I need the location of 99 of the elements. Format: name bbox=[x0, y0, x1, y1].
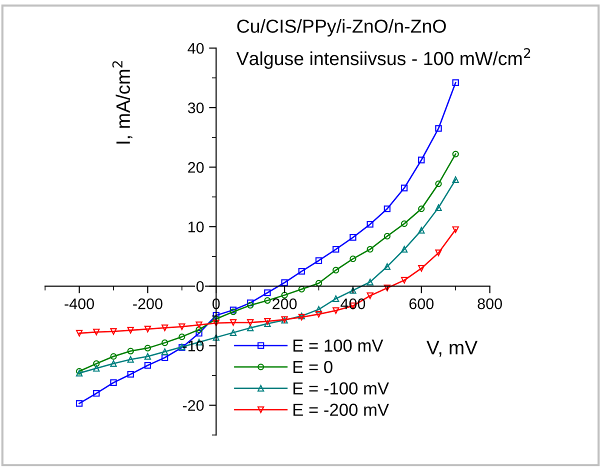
point bbox=[264, 318, 271, 325]
point bbox=[161, 354, 168, 361]
point bbox=[452, 79, 459, 86]
point bbox=[400, 276, 408, 284]
point bbox=[264, 320, 271, 328]
point bbox=[196, 330, 202, 337]
point bbox=[127, 356, 134, 363]
point bbox=[418, 205, 425, 212]
point bbox=[178, 333, 186, 340]
point bbox=[452, 226, 459, 233]
point bbox=[418, 265, 425, 272]
y-tick-label: 20 bbox=[188, 162, 204, 173]
point bbox=[435, 204, 442, 211]
point bbox=[161, 348, 168, 356]
point bbox=[332, 295, 340, 302]
point bbox=[127, 370, 134, 378]
point bbox=[435, 180, 442, 188]
point bbox=[366, 278, 374, 286]
y-tick-label: 0 bbox=[196, 281, 204, 292]
point bbox=[247, 300, 254, 306]
point bbox=[366, 220, 374, 228]
point bbox=[264, 297, 271, 304]
point bbox=[247, 302, 254, 309]
point bbox=[110, 379, 117, 386]
point bbox=[93, 365, 100, 372]
point bbox=[384, 284, 391, 292]
point bbox=[230, 329, 237, 336]
annotation: Valguse intensiivsus - 100 mW/cm$^{2}$ bbox=[236, 48, 530, 69]
x-tick-label: 600 bbox=[409, 298, 434, 310]
point bbox=[400, 246, 408, 253]
x-axis-title: V, mV bbox=[426, 340, 478, 357]
point bbox=[350, 287, 356, 294]
point bbox=[93, 390, 100, 397]
point bbox=[298, 286, 305, 293]
point bbox=[247, 324, 254, 332]
point bbox=[161, 339, 168, 346]
point bbox=[384, 232, 391, 240]
point bbox=[418, 156, 425, 164]
point bbox=[384, 263, 391, 270]
point bbox=[110, 360, 117, 367]
point bbox=[298, 268, 305, 275]
point bbox=[127, 326, 134, 334]
point bbox=[264, 289, 271, 296]
point bbox=[366, 292, 374, 300]
point bbox=[281, 279, 288, 286]
point bbox=[400, 220, 408, 228]
point bbox=[315, 257, 322, 264]
point bbox=[332, 246, 340, 253]
point bbox=[212, 316, 220, 322]
point bbox=[281, 292, 288, 298]
point bbox=[110, 353, 117, 360]
point bbox=[366, 246, 374, 253]
point bbox=[315, 306, 322, 313]
point bbox=[93, 360, 100, 367]
point bbox=[315, 310, 322, 318]
point bbox=[76, 330, 83, 337]
x-tick-label: 800 bbox=[478, 298, 502, 310]
point bbox=[161, 324, 168, 332]
point bbox=[332, 266, 340, 274]
point bbox=[144, 344, 152, 352]
point bbox=[418, 226, 425, 234]
y-axis-title: I, mA/cm$^{2}$ bbox=[112, 61, 132, 144]
legend-label: E = -200 mV bbox=[294, 404, 389, 416]
point bbox=[127, 348, 134, 354]
legend-label: E = 100 mV bbox=[294, 339, 384, 352]
point bbox=[196, 326, 202, 333]
y-tick-label: 30 bbox=[188, 102, 204, 114]
point bbox=[452, 150, 459, 158]
point bbox=[178, 323, 186, 330]
x-tick-label: -200 bbox=[133, 298, 162, 310]
y-tick-label: 40 bbox=[188, 42, 204, 54]
point bbox=[350, 234, 356, 241]
point bbox=[144, 353, 152, 360]
x-tick-label: 200 bbox=[272, 298, 297, 310]
point bbox=[384, 205, 391, 212]
point bbox=[110, 328, 117, 335]
point bbox=[350, 255, 356, 262]
text: Cu/CIS/PPy/i-ZnO/n-ZnO bbox=[237, 19, 446, 37]
point bbox=[435, 250, 442, 256]
point bbox=[212, 320, 220, 326]
point bbox=[435, 125, 442, 132]
y-tick-label: -20 bbox=[182, 400, 204, 411]
point bbox=[76, 400, 83, 407]
point bbox=[212, 312, 220, 319]
point bbox=[400, 184, 408, 192]
point bbox=[230, 319, 237, 326]
point bbox=[212, 334, 220, 341]
y-tick-label: 10 bbox=[188, 222, 204, 232]
legend-label: E = 0 bbox=[294, 360, 332, 374]
x-tick-label: -400 bbox=[64, 298, 94, 310]
point bbox=[93, 328, 100, 336]
point bbox=[144, 326, 152, 332]
legend-label: E = -100 mV bbox=[294, 382, 389, 395]
point bbox=[144, 362, 152, 369]
point bbox=[332, 307, 340, 314]
point bbox=[315, 280, 322, 287]
point bbox=[452, 176, 459, 183]
point bbox=[247, 319, 254, 326]
point bbox=[196, 322, 202, 328]
